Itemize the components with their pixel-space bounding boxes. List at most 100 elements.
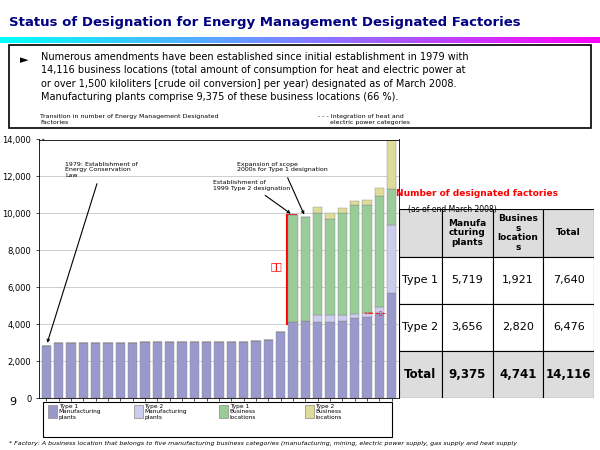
Bar [350,318,359,398]
Bar [338,315,347,320]
Text: Numerous amendments have been established since initial establishment in 1979 wi: Numerous amendments have been establishe… [41,52,469,103]
Bar [305,405,314,418]
Bar [374,307,384,313]
Bar [313,322,322,398]
Bar [493,256,544,304]
Bar [362,205,371,313]
Text: Type 2
Manufacturing
plants: Type 2 Manufacturing plants [145,404,187,420]
Text: 4,741: 4,741 [499,368,536,381]
Text: Type 1
Manufacturing
plants: Type 1 Manufacturing plants [59,404,101,420]
Bar [219,405,228,418]
Bar [374,313,384,398]
Bar [399,256,442,304]
Bar [493,351,544,398]
Bar [239,342,248,398]
Text: Expansion of scope
2000s for Type 1 designation: Expansion of scope 2000s for Type 1 desi… [238,162,328,213]
Text: Number of designated factories: Number of designated factories [396,189,558,198]
Text: * Factory: A business location that belongs to five manufacturing business categ: * Factory: A business location that belo… [9,441,517,446]
Bar [313,213,322,315]
Text: 1,921: 1,921 [502,275,534,285]
Bar [544,209,594,256]
Text: 1979: Establishment of
Energy Conservation
Law: 1979: Establishment of Energy Conservati… [47,162,137,342]
Text: Manufa
cturing
plants: Manufa cturing plants [448,219,487,247]
Bar [54,343,64,398]
Text: ►: ► [19,55,28,65]
Bar [325,322,335,398]
Text: 7,640: 7,640 [553,275,584,285]
Bar [263,340,273,398]
Bar [178,342,187,398]
Bar [362,201,371,205]
Bar [493,304,544,351]
Bar [442,256,493,304]
Bar [374,196,384,307]
Bar [153,342,162,398]
Bar [338,213,347,315]
Text: - - - Integration of heat and
      electric power categories: - - - Integration of heat and electric p… [317,114,410,125]
Bar [165,342,175,398]
Text: Type 1: Type 1 [403,275,439,285]
Text: 9: 9 [9,397,16,407]
Bar [289,323,298,398]
Bar [91,343,100,398]
Bar [276,332,285,398]
Bar [399,209,442,256]
Bar [544,304,594,351]
Bar [399,351,442,398]
Bar [42,346,51,398]
Bar [350,202,359,205]
Text: 新規: 新規 [271,261,283,271]
Text: Transition in number of Energy Management Designated
Factories: Transition in number of Energy Managemen… [40,114,219,125]
Bar [67,343,76,398]
Text: Type 2
Business
locations: Type 2 Business locations [316,404,341,420]
Bar [289,215,298,323]
Bar [387,225,396,292]
Text: Type 2: Type 2 [403,322,439,333]
Bar [301,217,310,320]
Text: Status of Designation for Energy Management Designated Factories: Status of Designation for Energy Managem… [9,16,521,29]
Text: ←以←: ←以← [376,311,387,316]
Bar [133,405,143,418]
Bar [338,208,347,213]
Bar [190,342,199,398]
Text: 5,719: 5,719 [451,275,483,285]
Bar [251,341,260,398]
Bar [287,215,296,324]
Bar [338,320,347,398]
Bar [301,320,310,398]
Bar [214,342,224,398]
Bar [313,315,322,322]
Bar [544,256,594,304]
Bar [442,209,493,256]
Bar [374,189,384,196]
Bar [325,212,335,219]
Text: 9,375: 9,375 [449,368,486,381]
Text: (as of end March 2008): (as of end March 2008) [408,205,497,214]
Bar [227,342,236,398]
Text: 14,116: 14,116 [546,368,592,381]
Text: 2,820: 2,820 [502,322,534,333]
Text: Busines
s
location
s: Busines s location s [497,214,538,252]
Bar [313,207,322,213]
Bar [116,342,125,398]
Text: 3,656: 3,656 [452,322,483,333]
Bar [325,219,335,315]
Bar [442,304,493,351]
Bar [387,189,396,225]
Bar [442,351,493,398]
Bar [387,292,396,398]
Text: Establishment of
1999 Type 2 designation: Establishment of 1999 Type 2 designation [213,180,290,213]
Bar [544,351,594,398]
Bar [387,137,396,189]
Bar [128,342,137,398]
Bar [103,343,113,398]
Text: Type 1
Business
locations: Type 1 Business locations [230,404,256,420]
Bar [140,342,149,398]
Bar [202,342,211,398]
Bar [399,304,442,351]
Bar [350,205,359,314]
Bar [493,209,544,256]
Text: Total: Total [556,229,581,238]
Bar [362,313,371,317]
Bar [362,317,371,398]
